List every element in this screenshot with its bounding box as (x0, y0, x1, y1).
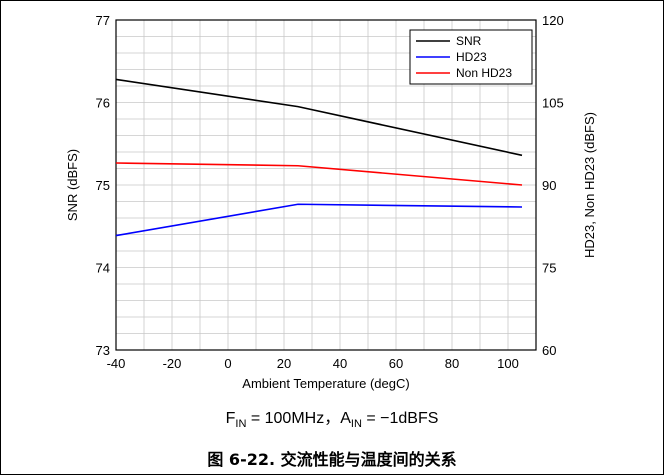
test-condition: FIN = 100MHz，AIN = −1dBFS (0, 404, 664, 430)
y-axis-label: SNR (dBFS) (65, 149, 80, 221)
y2-tick-labels: 60 75 90 105 120 (542, 13, 564, 358)
figure-top-rule (0, 0, 664, 1)
f-in-value: = 100MHz， (246, 410, 341, 427)
x-tick-label: 0 (224, 356, 231, 371)
series-line-non-hd23 (115, 162, 523, 186)
series-lines (115, 78, 523, 237)
legend-label: Non HD23 (456, 66, 512, 80)
x-tick-label: 40 (333, 356, 347, 371)
f-in-subscript: IN (235, 418, 247, 431)
x-tick-label: -40 (107, 356, 126, 371)
y2-tick-label: 60 (542, 343, 556, 358)
a-in-subscript: IN (350, 418, 362, 431)
y2-tick-label: 90 (542, 178, 556, 193)
y-tick-label: 77 (96, 13, 110, 28)
y2-tick-label: 120 (542, 13, 564, 28)
x-tick-label: 80 (445, 356, 459, 371)
y-tick-label: 75 (96, 178, 110, 193)
y-tick-label: 73 (96, 343, 110, 358)
a-in-value: = −1dBFS (361, 410, 439, 427)
a-in-symbol: A (340, 410, 351, 427)
x-tick-label: 100 (497, 356, 519, 371)
figure-caption: 图 6-22. 交流性能与温度间的关系 (207, 450, 457, 469)
f-in-symbol: F (225, 410, 236, 427)
y-tick-labels: 73 74 75 76 77 (96, 13, 110, 358)
x-tick-label: 20 (277, 356, 291, 371)
y-tick-label: 74 (96, 261, 110, 276)
legend: SNR HD23 Non HD23 (409, 29, 533, 85)
x-tick-label: 60 (389, 356, 403, 371)
y-tick-label: 76 (96, 96, 110, 111)
y2-tick-label: 75 (542, 261, 556, 276)
x-tick-label: -20 (163, 356, 182, 371)
legend-label: SNR (456, 34, 482, 48)
legend-label: HD23 (456, 50, 487, 64)
x-axis-label: Ambient Temperature (degC) (242, 376, 409, 391)
series-line-hd23 (115, 203, 523, 237)
chart: -40 -20 0 20 40 60 80 100 73 74 75 76 77 60 75 90 105 1… (65, 13, 597, 391)
y2-axis-label: HD23, Non HD23 (dBFS) (582, 112, 597, 258)
x-tick-labels: -40 -20 0 20 40 60 80 100 (107, 356, 519, 371)
y2-tick-label: 105 (542, 96, 564, 111)
plot-frame (115, 19, 537, 351)
series-line-snr (115, 78, 523, 157)
